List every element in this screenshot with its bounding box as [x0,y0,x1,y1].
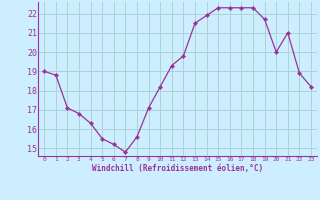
X-axis label: Windchill (Refroidissement éolien,°C): Windchill (Refroidissement éolien,°C) [92,164,263,173]
